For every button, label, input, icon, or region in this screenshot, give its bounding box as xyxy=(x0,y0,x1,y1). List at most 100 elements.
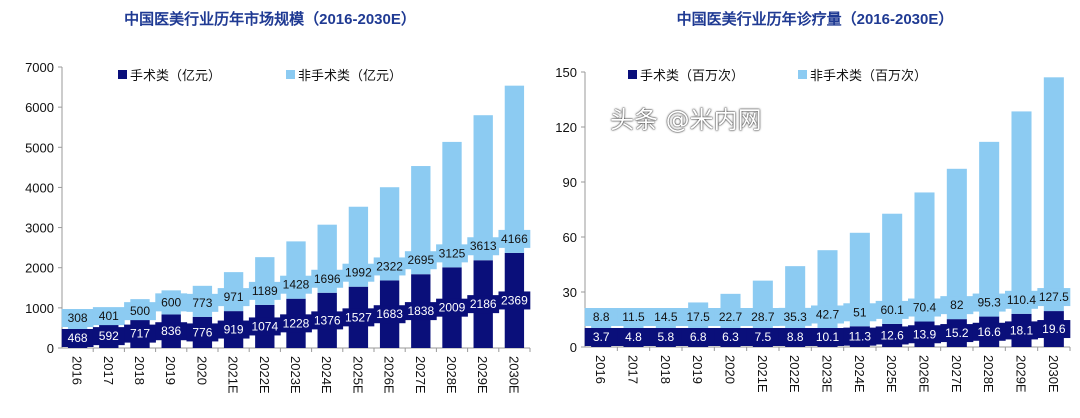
data-label-box xyxy=(908,325,941,344)
x-tick-label: 2018 xyxy=(658,355,673,384)
x-tick-label: 2024E xyxy=(852,355,867,393)
data-label-box xyxy=(61,329,94,347)
legend-swatch xyxy=(798,70,807,79)
data-label-box xyxy=(714,328,747,346)
x-tick-label: 2019 xyxy=(690,355,705,384)
x-tick-label: 2029E xyxy=(1014,355,1029,393)
data-label-box xyxy=(778,307,812,326)
data-label-box xyxy=(248,317,281,336)
data-label: 1228 xyxy=(283,316,310,330)
bar-non-surgical xyxy=(946,168,967,320)
data-label: 70.4 xyxy=(913,301,937,315)
data-label: 919 xyxy=(224,323,244,337)
data-label: 35.3 xyxy=(783,310,807,324)
data-label-box xyxy=(649,328,683,346)
data-label-box xyxy=(746,308,780,326)
data-label-box xyxy=(940,324,974,343)
x-tick-label: 2017 xyxy=(626,355,641,384)
data-label: 500 xyxy=(130,304,150,318)
data-label-box xyxy=(746,328,780,346)
data-label-box xyxy=(186,323,219,342)
data-label: 4166 xyxy=(501,232,528,246)
legend-label: 手术类（亿元） xyxy=(130,68,221,83)
bar-non-surgical xyxy=(849,232,870,327)
watermark: 头条 @米内网 xyxy=(610,106,762,134)
data-label-box xyxy=(972,322,1006,341)
data-label: 1683 xyxy=(376,307,403,321)
data-label: 600 xyxy=(161,295,181,309)
y-tick-label: 0 xyxy=(570,340,577,355)
data-label-box xyxy=(404,302,437,321)
bar-non-surgical xyxy=(979,141,1000,317)
data-label-box xyxy=(436,244,468,263)
data-label: 836 xyxy=(161,324,181,338)
data-label-box xyxy=(1005,290,1038,309)
legend-label: 手术类（百万次） xyxy=(640,68,744,83)
x-tick-label: 2025E xyxy=(884,355,899,393)
data-label: 11.5 xyxy=(622,310,645,324)
data-label: 401 xyxy=(99,309,119,323)
chart-1: 中国医美行业历年市场规模（2016-2030E） 0 1000 2000 3000 400… xyxy=(25,10,531,394)
x-tick-label: 2022E xyxy=(787,355,802,393)
data-label: 51 xyxy=(853,305,867,319)
data-label: 4.8 xyxy=(625,330,642,344)
data-label-box xyxy=(342,308,375,327)
data-label: 592 xyxy=(99,329,119,343)
data-label: 28.7 xyxy=(751,310,775,324)
data-label: 16.6 xyxy=(977,325,1001,339)
data-label-box xyxy=(436,298,468,317)
x-tick-label: 2029E xyxy=(475,356,490,394)
data-label-box xyxy=(217,320,250,339)
data-label: 776 xyxy=(192,325,212,339)
data-label: 1376 xyxy=(314,313,341,327)
bar-non-surgical xyxy=(1011,111,1032,314)
data-label: 2322 xyxy=(376,259,403,273)
data-label-box xyxy=(342,263,375,282)
data-label: 1696 xyxy=(314,272,341,286)
data-label: 1527 xyxy=(345,310,372,324)
chart-title: 中国医美行业历年诊疗量（2016-2030E） xyxy=(677,10,954,28)
data-label-box xyxy=(311,311,344,330)
data-label: 110.4 xyxy=(1007,293,1036,307)
data-label: 42.7 xyxy=(816,307,840,321)
x-tick-label: 2030E xyxy=(506,356,521,394)
data-label-box xyxy=(1005,321,1038,340)
data-label-box xyxy=(61,309,94,327)
data-label-box xyxy=(843,327,877,346)
data-label-box xyxy=(875,300,909,319)
bar-non-surgical xyxy=(1043,77,1064,312)
data-label-box xyxy=(617,328,650,346)
legend-swatch xyxy=(286,70,295,79)
chart-2: 中国医美行业历年诊疗量（2016-2030E） 0 30 60 90 120 150 手术类（… xyxy=(555,10,1071,393)
data-label-box xyxy=(714,308,747,326)
y-tick-label: 2000 xyxy=(25,261,54,276)
data-label: 8.8 xyxy=(593,310,610,324)
data-label-box xyxy=(498,229,531,248)
data-label: 717 xyxy=(130,327,150,341)
data-label-box xyxy=(124,302,156,321)
bar-non-surgical xyxy=(882,213,903,324)
bar-non-surgical xyxy=(442,141,462,268)
legend-label: 非手术类（亿元） xyxy=(298,68,402,83)
data-label-box xyxy=(681,328,715,346)
y-tick-label: 3000 xyxy=(25,221,54,236)
x-tick-label: 2025E xyxy=(350,356,365,394)
data-label: 7.5 xyxy=(754,330,771,344)
data-label: 95.3 xyxy=(977,296,1001,310)
data-label: 6.3 xyxy=(722,330,739,344)
data-label: 60.1 xyxy=(880,303,904,317)
x-tick-label: 2021E xyxy=(226,356,241,394)
y-tick-label: 4000 xyxy=(25,180,54,195)
data-label: 971 xyxy=(224,290,244,304)
legend-label: 非手术类（百万次） xyxy=(810,68,927,83)
data-label: 773 xyxy=(192,296,212,310)
data-label: 5.8 xyxy=(657,330,674,344)
x-tick-label: 2030E xyxy=(1046,355,1061,393)
data-label-box xyxy=(875,326,909,345)
y-tick-label: 30 xyxy=(563,285,577,300)
data-label-box xyxy=(467,237,500,256)
data-label-box xyxy=(186,293,219,312)
data-label: 127.5 xyxy=(1039,290,1069,304)
y-tick-label: 1000 xyxy=(25,301,54,316)
data-label: 18.1 xyxy=(1010,323,1034,337)
